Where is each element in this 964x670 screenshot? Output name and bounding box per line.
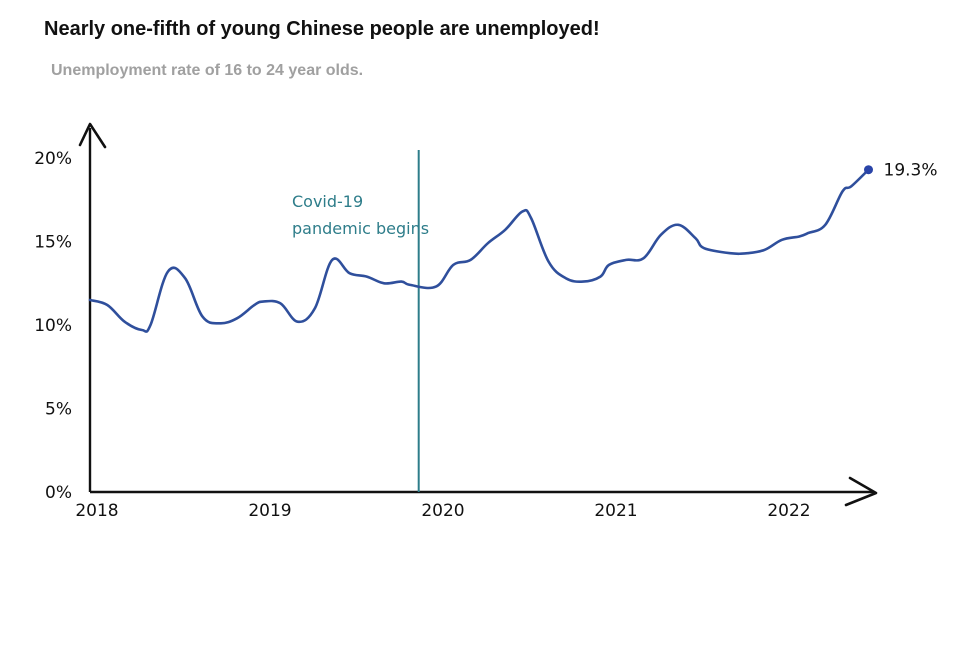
x-tick-label: 2021 (594, 501, 637, 521)
y-tick-label: 10% (34, 316, 72, 336)
covid-annotation-label-line2: pandemic begins (292, 219, 429, 238)
covid-annotation-label-line1: Covid-19 (292, 192, 363, 211)
x-tick-labels: 2018 2019 2020 2021 2022 (75, 501, 810, 521)
x-axis-arrowhead (844, 476, 878, 507)
x-tick-label: 2018 (75, 501, 118, 521)
y-tick-label: 5% (45, 400, 72, 420)
y-axis-arrowhead (78, 122, 107, 149)
x-tick-label: 2022 (767, 501, 810, 521)
end-value-label: 19.3% (884, 161, 938, 181)
end-point-marker (864, 165, 873, 175)
y-tick-label: 0% (45, 483, 72, 503)
x-tick-label: 2019 (248, 501, 291, 521)
y-tick-labels: 0% 5% 10% 15% 20% (34, 149, 72, 503)
chart-subtitle: Unemployment rate of 16 to 24 year olds. (51, 62, 364, 79)
x-tick-label: 2020 (421, 501, 464, 521)
chart-title: Nearly one-fifth of young Chinese people… (44, 18, 600, 40)
y-tick-label: 15% (34, 233, 72, 253)
y-tick-label: 20% (34, 149, 72, 169)
series-line-unemployment-rate (88, 168, 870, 333)
